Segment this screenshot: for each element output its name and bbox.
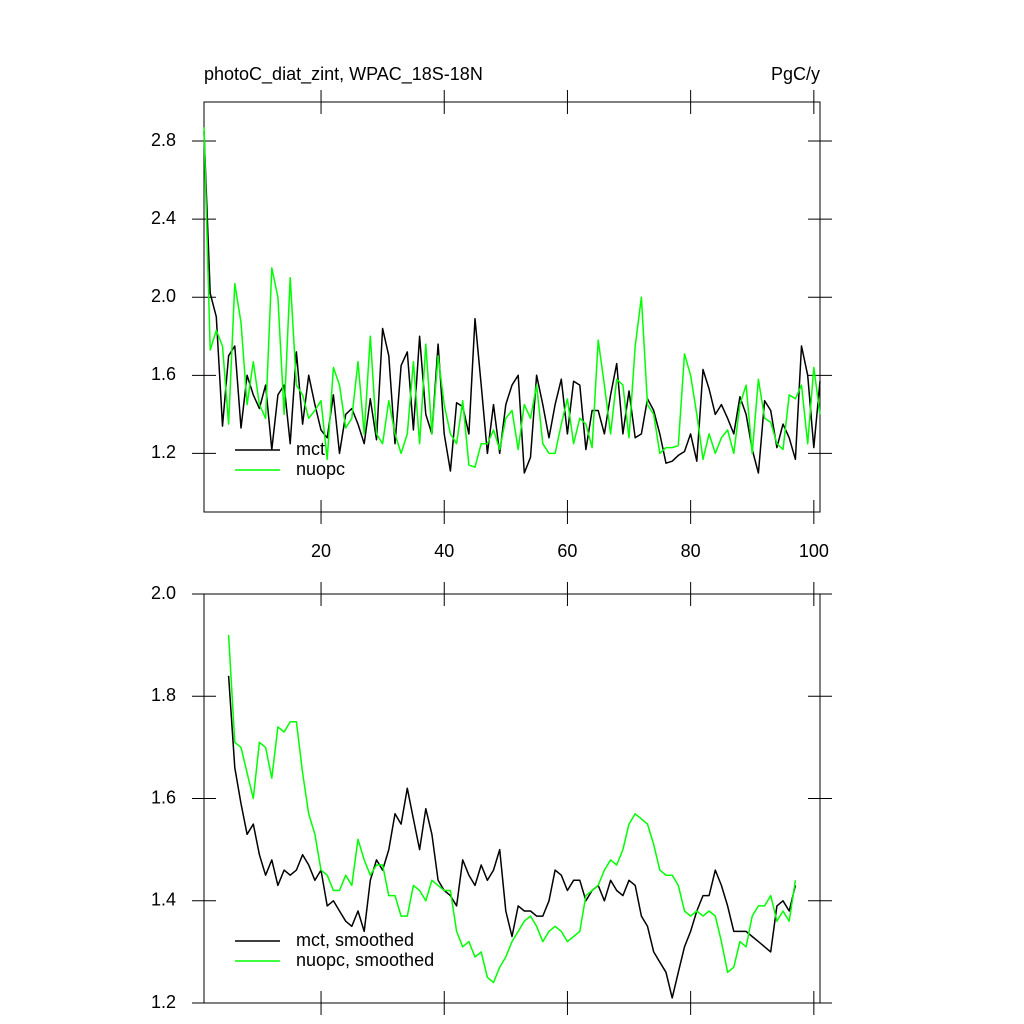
- x-tick-label: 100: [799, 541, 829, 561]
- x-tick-label: 80: [681, 541, 701, 561]
- chart-title: photoC_diat_zint, WPAC_18S-18N: [204, 64, 483, 85]
- y-tick-label: 1.2: [151, 992, 176, 1012]
- units-label: PgC/y: [771, 64, 820, 84]
- y-tick-label: 2.4: [151, 208, 176, 228]
- y-tick-label: 1.6: [151, 787, 176, 807]
- plot-frame: [203, 101, 821, 513]
- y-tick-label: 2.8: [151, 130, 176, 150]
- legend-label: nuopc: [296, 459, 345, 479]
- x-tick-label: 20: [311, 541, 331, 561]
- series-line: [227, 675, 797, 999]
- series-line: [227, 634, 797, 984]
- y-tick-label: 1.6: [151, 364, 176, 384]
- x-tick-label: 40: [434, 541, 454, 561]
- legend-label: mct: [296, 439, 325, 459]
- series-line: [203, 127, 821, 468]
- y-tick-label: 1.2: [151, 442, 176, 462]
- series-line: [203, 131, 821, 474]
- legend-label: mct, smoothed: [296, 930, 414, 950]
- y-tick-label: 1.8: [151, 685, 176, 705]
- legend-label: nuopc, smoothed: [296, 950, 434, 970]
- y-tick-label: 1.4: [151, 890, 176, 910]
- y-tick-label: 2.0: [151, 583, 176, 603]
- y-tick-label: 2.0: [151, 286, 176, 306]
- x-tick-label: 60: [557, 541, 577, 561]
